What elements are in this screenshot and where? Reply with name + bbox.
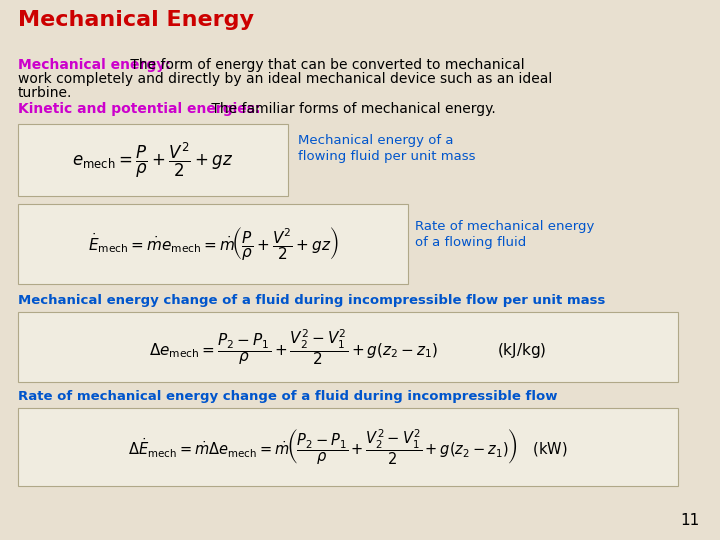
Text: flowing fluid per unit mass: flowing fluid per unit mass [298, 150, 475, 163]
Text: Mechanical energy:: Mechanical energy: [18, 58, 171, 72]
Text: Mechanical Energy: Mechanical Energy [18, 10, 254, 30]
FancyBboxPatch shape [18, 312, 678, 382]
Text: Kinetic and potential energies:: Kinetic and potential energies: [18, 102, 261, 116]
Text: The familiar forms of mechanical energy.: The familiar forms of mechanical energy. [207, 102, 496, 116]
Text: $\Delta e_{\mathrm{mech}} = \dfrac{P_2 - P_1}{\rho} + \dfrac{V_2^2 - V_1^2}{2} +: $\Delta e_{\mathrm{mech}} = \dfrac{P_2 -… [149, 327, 546, 367]
Text: 11: 11 [680, 513, 700, 528]
Text: turbine.: turbine. [18, 86, 73, 100]
Text: The form of energy that can be converted to mechanical: The form of energy that can be converted… [126, 58, 525, 72]
Text: $e_{\mathrm{mech}} = \dfrac{P}{\rho} + \dfrac{V^2}{2} + gz$: $e_{\mathrm{mech}} = \dfrac{P}{\rho} + \… [73, 140, 233, 180]
Text: of a flowing fluid: of a flowing fluid [415, 236, 526, 249]
Text: Mechanical energy of a: Mechanical energy of a [298, 134, 454, 147]
Text: work completely and directly by an ideal mechanical device such as an ideal: work completely and directly by an ideal… [18, 72, 552, 86]
Text: Mechanical energy change of a fluid during incompressible flow per unit mass: Mechanical energy change of a fluid duri… [18, 294, 606, 307]
FancyBboxPatch shape [18, 204, 408, 284]
Text: $\Delta\dot{E}_{\mathrm{mech}} = \dot{m}\Delta e_{\mathrm{mech}} = \dot{m}\!\lef: $\Delta\dot{E}_{\mathrm{mech}} = \dot{m}… [128, 427, 568, 467]
Text: Rate of mechanical energy: Rate of mechanical energy [415, 220, 595, 233]
Text: Rate of mechanical energy change of a fluid during incompressible flow: Rate of mechanical energy change of a fl… [18, 390, 557, 403]
Text: $\dot{E}_{\mathrm{mech}} = \dot{m}e_{\mathrm{mech}} = \dot{m}\!\left(\dfrac{P}{\: $\dot{E}_{\mathrm{mech}} = \dot{m}e_{\ma… [88, 226, 338, 262]
FancyBboxPatch shape [18, 124, 288, 196]
FancyBboxPatch shape [18, 408, 678, 486]
